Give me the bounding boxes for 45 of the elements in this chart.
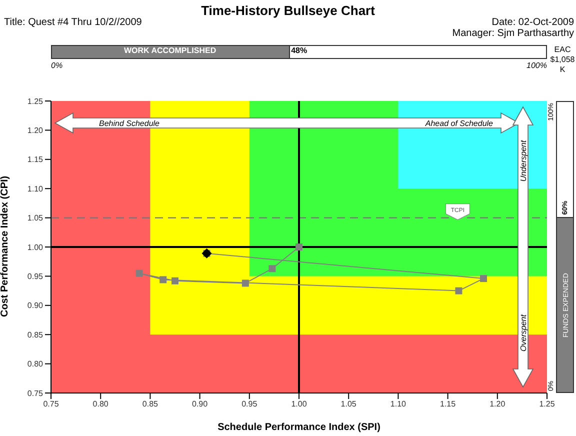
y-tick-label: 1.25 [27, 96, 44, 106]
y-tick-label: 1.00 [27, 242, 44, 252]
x-tick-label: 1.15 [440, 400, 456, 409]
y-tick-label: 1.05 [27, 214, 44, 223]
x-tick-label: 1.20 [490, 400, 506, 409]
text: 0% [51, 61, 63, 70]
y-tick-label: 0.95 [27, 272, 44, 282]
point [160, 276, 167, 284]
y-tick-label: 0.75 [27, 388, 44, 398]
x-tick-label: 1.05 [340, 400, 357, 409]
text: 48% [291, 46, 308, 55]
x-tick-label: 0.75 [43, 400, 60, 409]
chart-title: Time-History Bullseye Chart [200, 3, 376, 18]
point [296, 244, 302, 250]
x-tick-label: 1.25 [539, 400, 556, 409]
y-tick-label: 1.15 [27, 155, 44, 164]
x-tick-label: 0.80 [92, 400, 109, 409]
annotation: Underspent [519, 140, 528, 182]
text: Date: 02-Oct-2009 [492, 17, 574, 28]
annotation: Behind Schedule [99, 119, 160, 128]
y-tick-label: 0.85 [27, 330, 44, 340]
point [172, 277, 178, 284]
annotation: Overspent [519, 314, 528, 352]
x-tick-label: 0.95 [242, 400, 258, 409]
point [455, 287, 462, 294]
point [268, 265, 276, 272]
x-axis-title: Schedule Performance Index (SPI) [218, 422, 380, 433]
x-tick-label: 1.00 [291, 400, 308, 409]
y-tick-label: 0.80 [27, 360, 44, 369]
text: EAC $1,058 K [549, 45, 576, 75]
x-tick-label: 0.90 [192, 400, 208, 409]
text: Title: Quest #4 Thru 10/2//2009 [4, 17, 142, 28]
y-axis-title: Cost Performance Index (CPI) [0, 176, 11, 317]
y-tick-label: 1.10 [27, 184, 44, 194]
point [480, 275, 488, 282]
annotation: Ahead of Schedule [424, 119, 494, 128]
text: Manager: Sjm Parthasarthy [452, 28, 574, 39]
x-tick-label: 0.85 [142, 400, 159, 409]
point [136, 270, 143, 277]
y-tick-label: 1.20 [27, 126, 44, 136]
x-tick-label: 1.10 [390, 400, 407, 409]
y-tick-label: 0.90 [27, 301, 44, 310]
point [242, 280, 249, 287]
text: 100% [526, 61, 547, 70]
text: WORK ACCOMPLISHED [51, 46, 290, 55]
